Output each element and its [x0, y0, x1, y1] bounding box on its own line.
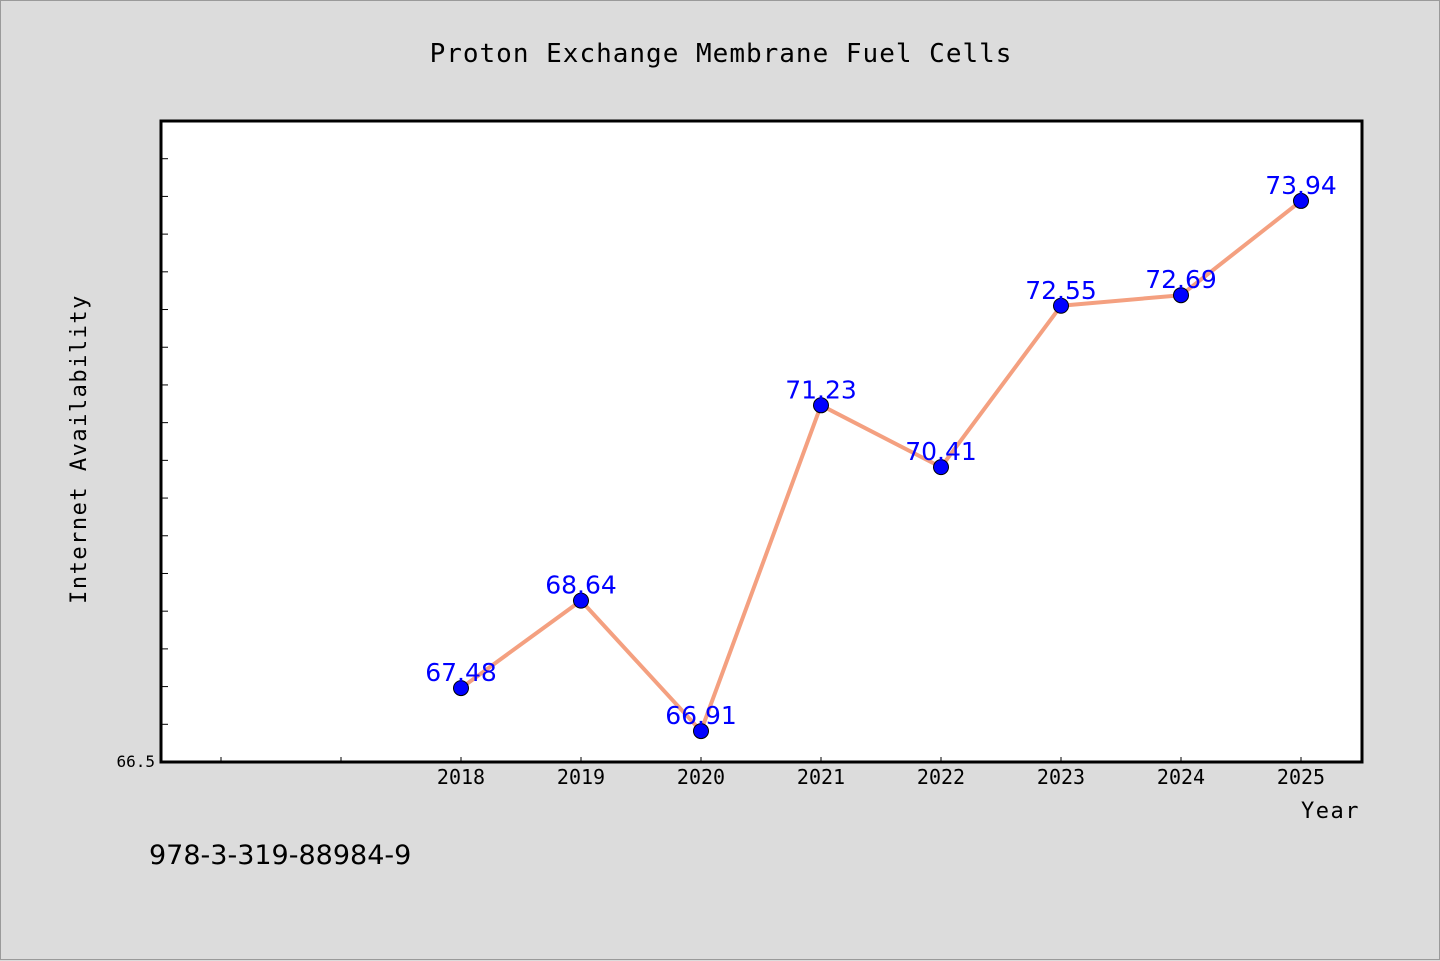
x-tick-label: 2019: [557, 765, 605, 789]
data-label: 67.48: [425, 658, 497, 687]
data-label: 68.64: [545, 571, 617, 600]
data-label: 72.55: [1025, 276, 1097, 305]
x-tick-labels: 2018 2019 2020 2021 2022 2023 2024 2025: [437, 765, 1325, 789]
y-axis-ticks: [161, 120, 168, 763]
data-point: [693, 723, 709, 740]
data-label: 66.91: [665, 701, 737, 730]
x-axis-ticks: [220, 757, 1302, 762]
data-label: 70.41: [905, 437, 977, 466]
data-point: [453, 680, 469, 697]
data-point: [1293, 192, 1309, 209]
data-point: [1173, 287, 1189, 304]
data-label: 73.94: [1265, 171, 1337, 200]
x-tick-label: 2020: [677, 765, 725, 789]
data-point: [573, 592, 589, 609]
x-axis-label: Year: [1301, 799, 1360, 824]
data-labels: 67.48 68.64 66.91 71.23 70.41 72.55 72.69 73.94: [425, 171, 1337, 730]
plot-area: [159, 119, 1364, 764]
y-tick-label: 66.5: [116, 752, 155, 771]
x-tick-label: 2023: [1037, 765, 1085, 789]
data-point: [1053, 297, 1069, 314]
data-point: [813, 397, 829, 414]
x-tick-label: 2022: [917, 765, 965, 789]
x-tick-label: 2018: [437, 765, 485, 789]
isbn-footer: 978-3-319-88984-9: [149, 840, 411, 871]
x-tick-label: 2025: [1277, 765, 1325, 789]
data-point: [933, 459, 949, 476]
data-label: 71.23: [785, 375, 857, 404]
x-tick-label: 2024: [1157, 765, 1205, 789]
x-tick-label: 2021: [797, 765, 845, 789]
data-label: 72.69: [1145, 265, 1217, 294]
data-markers: [453, 192, 1309, 740]
chart-title: Proton Exchange Membrane Fuel Cells: [430, 39, 1013, 69]
series-line: [459, 198, 1303, 734]
series-line-group: [459, 198, 1303, 734]
y-axis-label: Internet Availability: [67, 294, 92, 604]
